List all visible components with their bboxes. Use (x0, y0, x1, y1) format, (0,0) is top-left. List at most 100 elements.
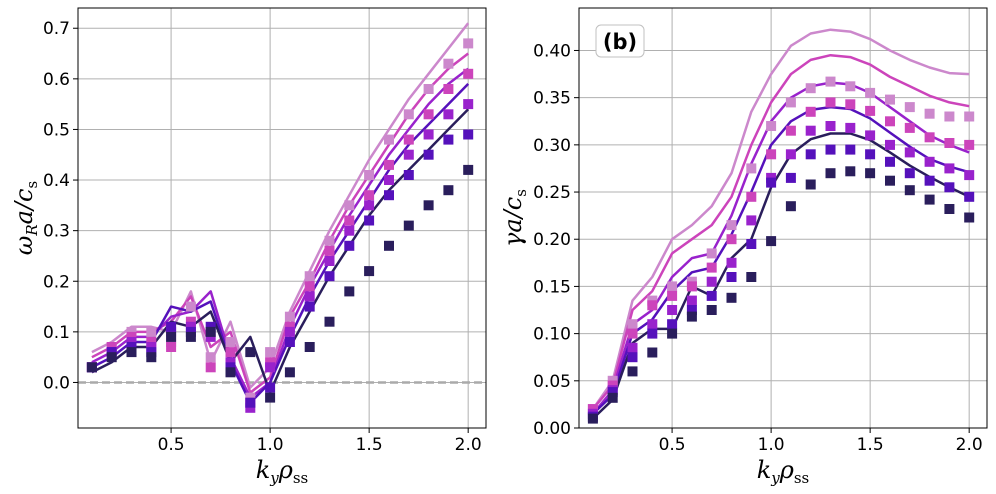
series-4-marker-1 (607, 387, 618, 398)
series-2-marker-17 (924, 132, 935, 143)
series-4-marker-14 (364, 215, 375, 226)
y-tick-label-1: 0.05 (533, 372, 571, 392)
series-1-marker-15 (885, 94, 895, 105)
series-1-marker-17 (924, 108, 935, 119)
series-5-marker-2 (126, 347, 137, 358)
y-tick-label-3: 0.3 (43, 222, 70, 242)
series-3-marker-3 (146, 342, 157, 352)
series-1-marker-17 (423, 84, 434, 94)
series-4-marker-15 (885, 156, 895, 167)
series-3-marker-5 (185, 321, 196, 332)
series-1-marker-12 (324, 235, 335, 246)
series-2-marker-4 (166, 342, 177, 352)
series-1-marker-7 (225, 337, 236, 347)
series-5-marker-19 (964, 212, 975, 223)
series-1-marker-5 (185, 301, 196, 312)
series-5-marker-3 (146, 352, 157, 363)
series-3-marker-12 (825, 121, 836, 131)
series-line-2 (591, 53, 970, 410)
series-3-marker-13 (845, 122, 856, 133)
series-4-marker-12 (825, 144, 836, 155)
series-3-marker-14 (364, 200, 375, 211)
series-2-marker-6 (706, 262, 717, 273)
series-5-marker-13 (845, 166, 856, 177)
series-5-marker-12 (825, 168, 836, 179)
series-2-marker-12 (324, 245, 335, 256)
series-2-marker-13 (845, 99, 856, 110)
series-3-marker-2 (627, 342, 638, 353)
series-2-marker-12 (825, 97, 836, 108)
series-3-marker-19 (463, 99, 474, 110)
y-tick-label-8: 0.40 (533, 41, 571, 61)
y-tick-label-4: 0.20 (533, 230, 571, 250)
series-4-marker-2 (627, 352, 638, 363)
series-4-marker-7 (726, 272, 737, 282)
series-2-marker-13 (344, 215, 355, 226)
series-3-marker-11 (805, 125, 816, 136)
series-1-marker-9 (265, 347, 276, 358)
left-panel: 0.5 1.0 1.5 2.0 0.0 0.1 0.2 0.3 0.4 0.5 0.6 0.7 kyρs… (10, 7, 487, 487)
plot-frame (77, 7, 487, 429)
series-1-marker-6 (205, 352, 216, 363)
series-4-marker-16 (403, 170, 414, 180)
series-1-marker-8 (746, 163, 757, 174)
series-2-marker-4 (667, 290, 678, 301)
series-5-marker-15 (384, 240, 394, 251)
series-3-marker-3 (647, 319, 658, 330)
series-1-marker-16 (904, 102, 915, 113)
series-1-marker-4 (667, 281, 678, 292)
series-3-marker-18 (443, 109, 454, 120)
y-tick-label-0: 0.00 (533, 419, 571, 439)
series-2-marker-16 (904, 122, 915, 133)
series-3-marker-10 (284, 326, 295, 337)
series-2-marker-15 (885, 116, 895, 127)
series-1-marker-13 (845, 81, 856, 92)
series-2-marker-15 (384, 159, 394, 170)
series-2-marker-14 (865, 105, 876, 116)
series-4-marker-17 (924, 175, 935, 186)
series-4-marker-15 (384, 190, 394, 201)
series-3-marker-7 (726, 257, 737, 268)
series-5-marker-4 (667, 328, 678, 339)
series-5-marker-13 (344, 286, 355, 297)
series-1-marker-2 (627, 319, 638, 330)
series-5-marker-19 (463, 164, 474, 175)
series-5-marker-11 (805, 179, 816, 190)
series-5-marker-5 (686, 311, 697, 322)
y-tick-label-5: 0.5 (43, 120, 70, 140)
series-3-marker-16 (904, 147, 915, 158)
series-5-marker-12 (324, 316, 335, 327)
series-4-marker-9 (265, 382, 276, 393)
x-tick-label-0: 0.5 (158, 435, 185, 455)
series-3-marker-17 (924, 156, 935, 167)
series-5-marker-6 (205, 326, 216, 337)
series-2-marker-2 (627, 328, 638, 339)
series-2-marker-17 (423, 109, 434, 120)
series-2-marker-18 (944, 138, 955, 148)
series-2-marker-19 (463, 68, 474, 79)
series-1-marker-18 (944, 111, 955, 122)
series-2-marker-11 (304, 281, 315, 292)
series-3-marker-11 (304, 291, 315, 302)
x-tick-label-3: 2.0 (956, 435, 983, 455)
series-line-4 (592, 105, 970, 415)
series-3-marker-13 (344, 225, 355, 236)
panel-tag-box (595, 24, 645, 58)
x-axis-label: kyρss (757, 456, 810, 487)
series-2-marker-11 (805, 106, 816, 117)
y-tick-label-4: 0.4 (43, 171, 70, 191)
series-2-marker-3 (647, 300, 658, 311)
series-1-marker-13 (344, 200, 355, 211)
series-5-marker-8 (746, 272, 757, 282)
x-tick-label-3: 2.0 (455, 435, 482, 455)
series-1-marker-11 (304, 271, 315, 282)
y-tick-label-2: 0.10 (533, 325, 571, 345)
x-tick-label-2: 1.5 (356, 435, 383, 455)
series-3-marker-17 (423, 129, 434, 140)
series-2-marker-16 (403, 134, 414, 145)
series-5-marker-5 (185, 331, 196, 342)
series-5-marker-14 (364, 266, 375, 277)
series-1-marker-14 (364, 170, 375, 180)
y-tick-label-7: 0.7 (43, 19, 70, 39)
